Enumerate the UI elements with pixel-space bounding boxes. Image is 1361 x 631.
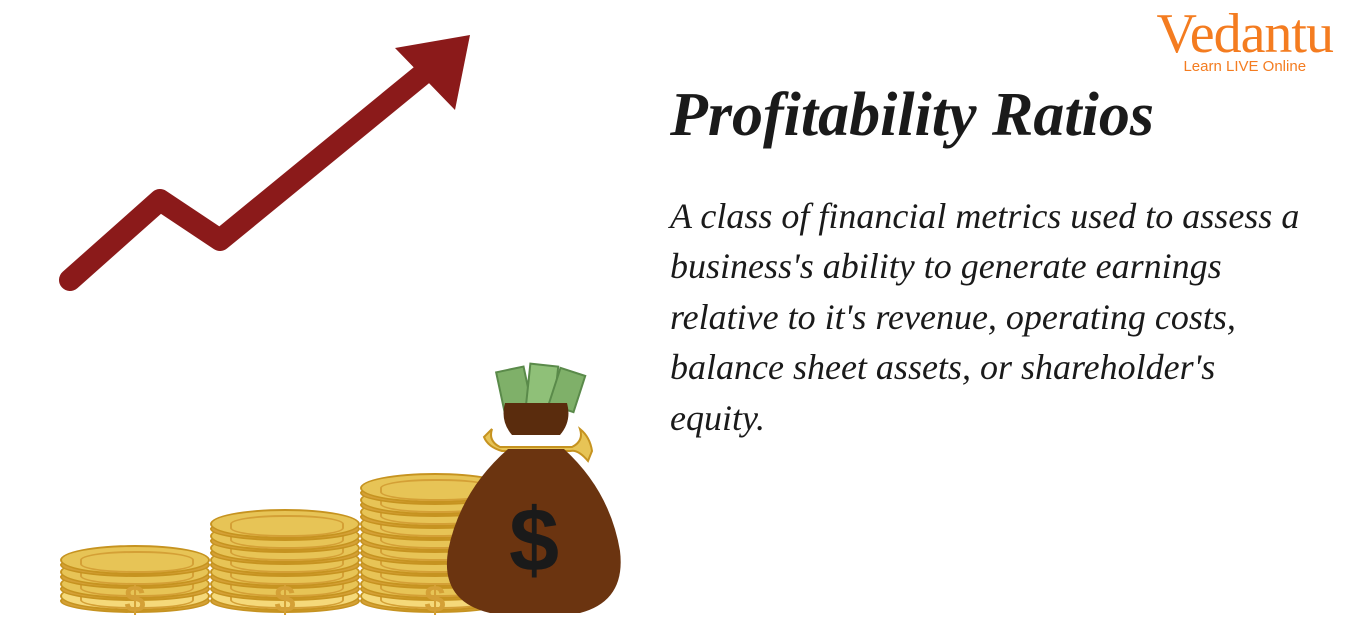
coin-stack-medium: $ bbox=[210, 527, 360, 611]
content-panel: Profitability Ratios A class of financia… bbox=[640, 0, 1361, 631]
svg-text:$: $ bbox=[509, 491, 559, 591]
illustration-panel: $ $ $ bbox=[0, 0, 640, 631]
logo-brand-text: Vedantu bbox=[1156, 6, 1333, 62]
dollar-icon: $ bbox=[124, 579, 145, 622]
page-title: Profitability Ratios bbox=[670, 80, 1321, 151]
vedantu-logo: Vedantu Learn LIVE Online bbox=[1156, 6, 1333, 75]
money-bag-icon: $ bbox=[430, 361, 630, 621]
coin-stack-small: $ bbox=[60, 563, 210, 611]
description-text: A class of financial metrics used to ass… bbox=[670, 191, 1310, 443]
dollar-icon: $ bbox=[274, 579, 295, 622]
infographic-container: $ $ $ bbox=[0, 0, 1361, 631]
growth-arrow-icon bbox=[50, 30, 490, 310]
